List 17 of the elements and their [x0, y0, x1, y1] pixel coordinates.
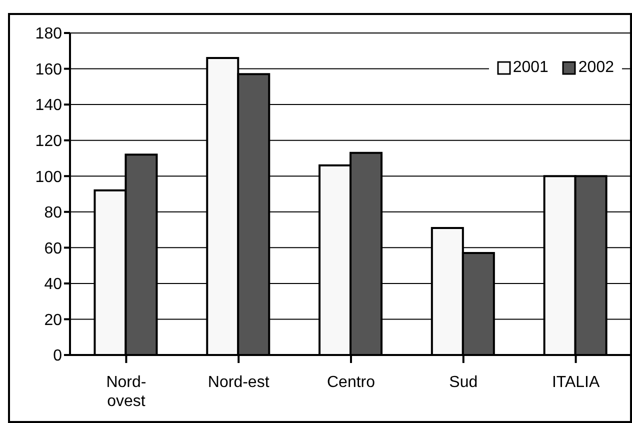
legend-label: 2001: [512, 58, 548, 78]
y-tick-label: 140: [35, 97, 62, 114]
y-tick-label: 100: [35, 168, 62, 186]
y-tick-label: 160: [35, 61, 62, 78]
y-tick-label: 20: [44, 312, 62, 329]
y-tick-label: 180: [35, 26, 62, 43]
y-tick-label: 0: [53, 348, 62, 365]
x-tick-label: ITALIA: [552, 374, 600, 391]
y-tick-label: 80: [44, 204, 62, 222]
y-tick-label: 40: [44, 276, 62, 294]
x-tick-label: Nord-ovest: [106, 374, 146, 410]
x-tick-label: Sud: [449, 374, 478, 391]
y-tick-label: 120: [35, 133, 62, 150]
x-tick-label: Nord-est: [208, 374, 270, 391]
legend-label: 2002: [578, 58, 614, 78]
x-tick-label: Centro: [326, 374, 376, 391]
y-tick-label: 60: [44, 240, 62, 258]
